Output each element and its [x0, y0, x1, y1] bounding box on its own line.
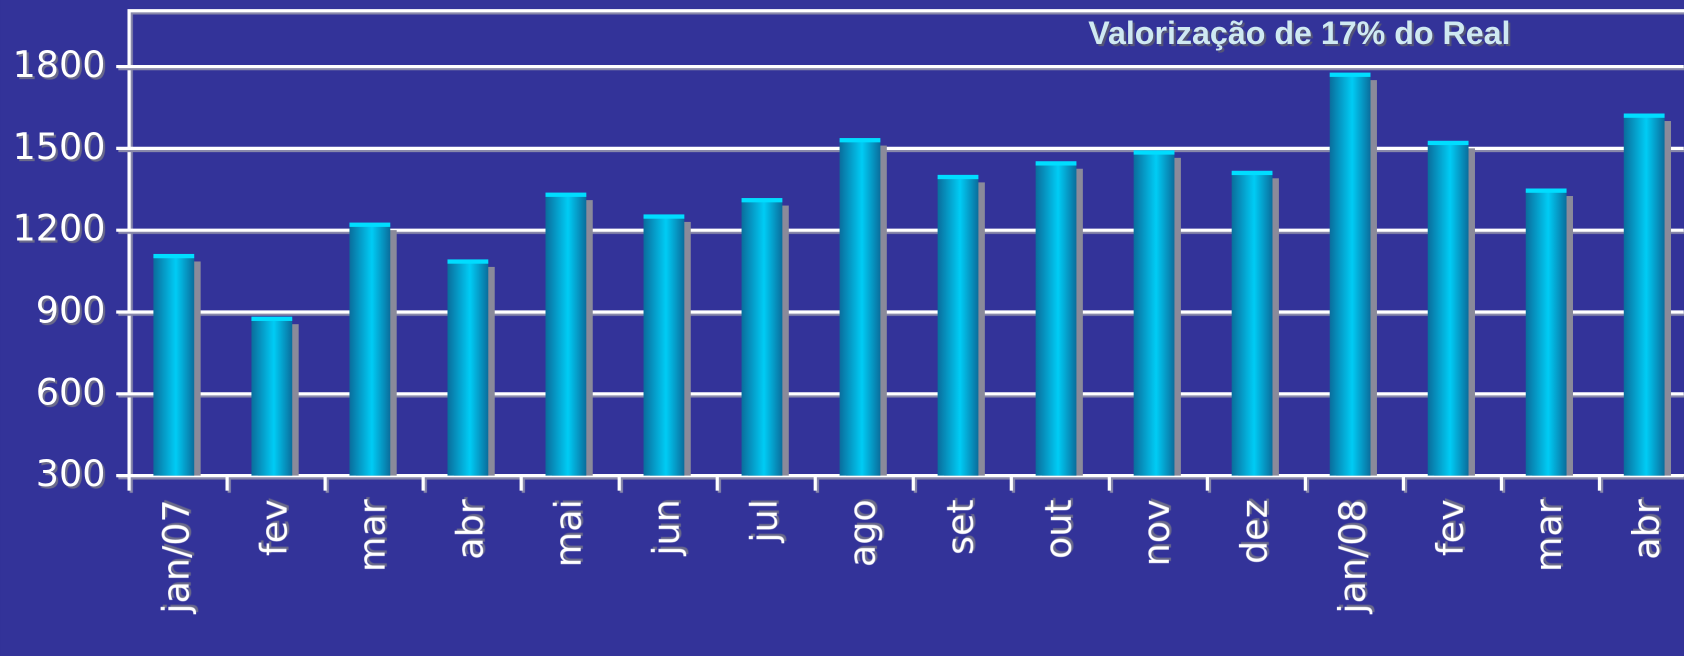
bar-cap	[1133, 150, 1175, 155]
bar	[741, 200, 783, 476]
bar	[1623, 115, 1665, 476]
bar-cap	[349, 222, 391, 227]
bar	[1133, 152, 1175, 476]
chart-title: Valorização de 17% do Real	[1088, 15, 1510, 51]
bar	[1329, 74, 1371, 476]
bar-cap	[1231, 170, 1273, 176]
bar-cap	[1623, 113, 1665, 118]
bar-cap	[741, 198, 783, 203]
x-tick-label: nov	[1135, 499, 1178, 566]
x-tick-label: abr	[449, 499, 492, 560]
bar	[447, 261, 489, 476]
x-tick-label: jun	[645, 499, 688, 556]
bar-cap	[937, 174, 979, 180]
bar-cap	[447, 259, 489, 264]
y-tick-label: 300	[36, 452, 106, 495]
bar	[153, 256, 195, 476]
bar-cap	[1329, 72, 1371, 77]
y-tick-label: 1500	[13, 125, 106, 168]
y-tick-label: 600	[36, 370, 106, 413]
x-tick-label: mai	[547, 499, 590, 567]
bar	[251, 318, 293, 476]
y-tick-label: 1800	[13, 43, 106, 86]
bar-cap	[839, 138, 881, 143]
y-tick-label: 900	[36, 289, 106, 332]
x-tick-label: jan/08	[1331, 499, 1374, 614]
bar	[643, 216, 685, 476]
bar-cap	[1035, 161, 1077, 166]
bar-cap	[153, 253, 195, 259]
x-tick-label: jan/07	[155, 499, 198, 614]
bar	[1231, 172, 1273, 476]
bar	[1035, 163, 1077, 476]
x-tick-label: jul	[743, 499, 786, 543]
bar	[1427, 142, 1469, 476]
x-tick-label: dez	[1233, 499, 1276, 564]
x-tick-label: abr	[1625, 499, 1668, 560]
bar	[545, 194, 587, 476]
x-tick-label: out	[1037, 499, 1080, 559]
y-tick-label: 1200	[13, 207, 106, 250]
x-tick-label: ago	[841, 499, 884, 567]
bar-cap	[251, 316, 293, 321]
bar	[349, 224, 391, 476]
bar-cap	[643, 214, 685, 219]
x-tick-label: mar	[1527, 499, 1570, 572]
x-tick-label: mar	[351, 499, 394, 572]
bar	[937, 177, 979, 476]
bar-cap	[1525, 188, 1567, 193]
bar-cap	[545, 192, 587, 197]
x-tick-label: fev	[1429, 499, 1472, 556]
x-tick-label: fev	[253, 499, 296, 556]
bar-cap	[1427, 140, 1469, 146]
bar	[1525, 190, 1567, 476]
x-tick-label: set	[939, 499, 982, 555]
bar	[839, 140, 881, 476]
